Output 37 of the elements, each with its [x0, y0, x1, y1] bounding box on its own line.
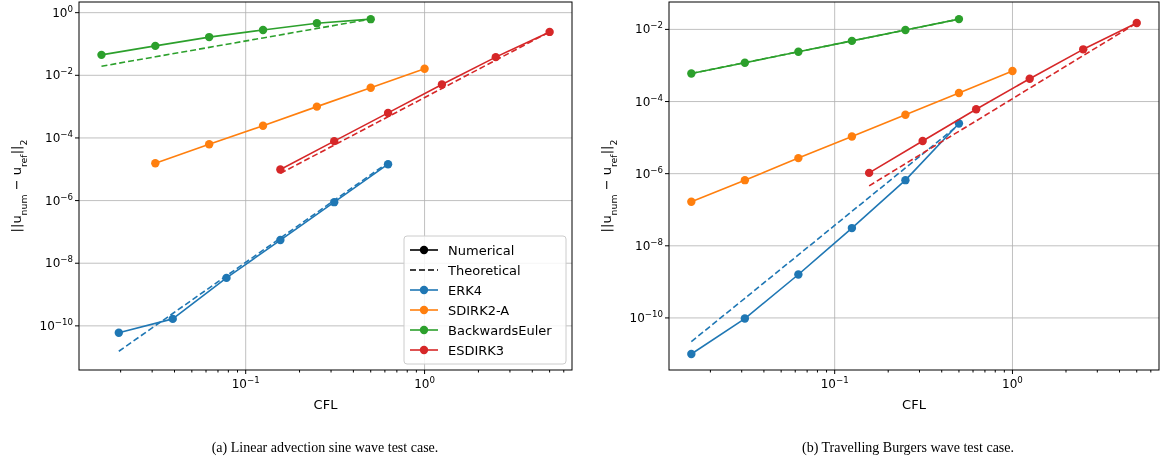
x-tick-label: 10$^{0}$: [1002, 375, 1023, 391]
y-tick-label: 10$^{−8}$: [45, 254, 73, 271]
x-tick-label: 10$^{0}$: [414, 375, 435, 391]
point: [740, 314, 750, 323]
point: [954, 88, 964, 98]
point: [1008, 66, 1017, 76]
point: [847, 223, 857, 233]
text: (a) Linear advection sine wave test case.: [211, 440, 439, 456]
y-tick-label: 10$^{−10}$: [629, 308, 663, 325]
x-axis-title: CFL: [313, 397, 339, 412]
point: [901, 110, 910, 119]
point: [794, 270, 803, 279]
text: (b) Travelling Burgers wave test case.: [801, 440, 1015, 456]
point: [687, 349, 696, 359]
point: [847, 132, 857, 141]
point: [687, 197, 696, 206]
y-tick-label: 10$^{−6}$: [45, 191, 73, 208]
y-tick-label: 10$^{−10}$: [39, 316, 73, 333]
legend-label: BackwardsEuler: [448, 322, 553, 338]
legend-label: Theoretical: [447, 262, 521, 278]
legend-label: Numerical: [448, 242, 515, 258]
y-tick-label: 10$^{0}$: [52, 3, 73, 20]
y-tick-label: 10$^{−6}$: [635, 164, 663, 181]
x-tick-label: 10$^{−1}$: [820, 375, 849, 391]
y-tick-label: 10$^{−2}$: [635, 20, 663, 37]
y-tick-label: 10$^{−4}$: [45, 128, 73, 145]
legend-label: ERK4: [448, 282, 483, 298]
point: [901, 175, 910, 185]
y-tick-label: 10$^{−2}$: [45, 66, 73, 83]
y-tick-label: 10$^{−4}$: [635, 92, 663, 109]
legend-label: SDIRK2-A: [448, 302, 510, 318]
x-tick-label: 10$^{−1}$: [231, 375, 260, 391]
point: [740, 175, 750, 185]
point: [794, 153, 803, 163]
legend-label: ESDIRK3: [448, 342, 505, 358]
y-tick-label: 10$^{−8}$: [635, 236, 663, 253]
x-axis-title: CFL: [902, 397, 927, 412]
